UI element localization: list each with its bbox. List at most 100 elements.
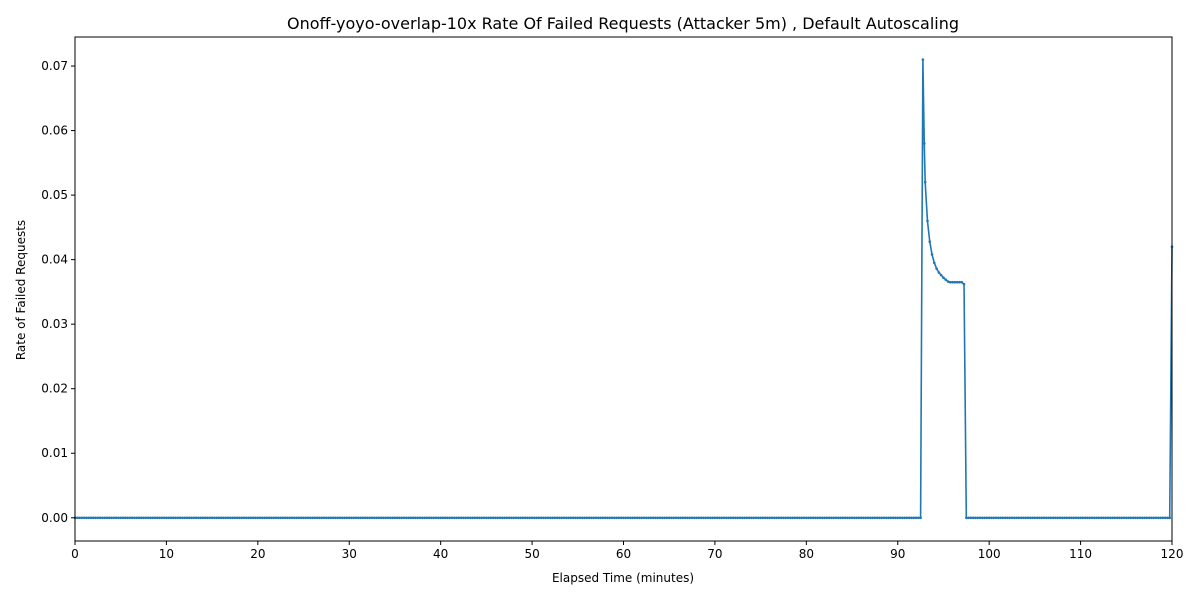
data-point bbox=[1001, 516, 1005, 520]
data-point bbox=[146, 516, 150, 520]
data-point bbox=[144, 516, 148, 520]
data-point bbox=[987, 516, 991, 520]
data-point bbox=[610, 516, 614, 520]
data-point bbox=[471, 516, 474, 520]
data-point bbox=[1026, 516, 1030, 520]
data-point bbox=[306, 516, 310, 520]
data-point bbox=[464, 516, 468, 520]
data-point bbox=[613, 516, 616, 520]
data-point bbox=[82, 516, 86, 520]
data-point bbox=[690, 516, 694, 520]
data-point bbox=[793, 516, 797, 520]
data-point bbox=[850, 516, 854, 520]
data-point bbox=[459, 516, 463, 520]
data-point bbox=[1150, 516, 1153, 520]
data-point bbox=[601, 516, 605, 520]
data-point bbox=[517, 516, 520, 520]
data-point bbox=[923, 180, 927, 184]
data-point bbox=[238, 516, 241, 520]
data-point bbox=[656, 516, 660, 520]
data-point bbox=[341, 516, 344, 520]
data-point bbox=[434, 516, 438, 520]
data-point bbox=[1131, 516, 1135, 520]
data-point bbox=[288, 516, 292, 520]
data-point bbox=[937, 271, 941, 274]
plot-area: 0 10 20 30 40 50 60 70 80 90 100 110 120 0.00 0.01 0.02… bbox=[41, 36, 1183, 561]
data-point bbox=[1038, 516, 1041, 520]
data-point bbox=[501, 516, 504, 520]
data-point bbox=[185, 516, 189, 520]
data-point bbox=[761, 516, 765, 520]
data-point bbox=[448, 516, 452, 520]
data-point bbox=[608, 516, 612, 520]
data-point bbox=[290, 516, 294, 520]
data-point bbox=[1088, 516, 1092, 520]
data-point bbox=[928, 240, 932, 243]
data-point bbox=[329, 516, 333, 520]
data-point bbox=[955, 280, 959, 284]
data-point bbox=[398, 516, 401, 520]
data-point bbox=[1049, 516, 1053, 520]
data-point bbox=[450, 516, 454, 520]
data-point bbox=[862, 516, 865, 520]
data-point bbox=[210, 516, 214, 520]
data-point bbox=[743, 516, 746, 520]
data-point bbox=[843, 516, 847, 520]
x-tick-label: 20 bbox=[250, 547, 265, 561]
data-point bbox=[1115, 516, 1119, 520]
data-point bbox=[565, 516, 568, 520]
data-point bbox=[1017, 516, 1021, 520]
data-point bbox=[162, 516, 166, 520]
data-point bbox=[231, 516, 234, 520]
data-point bbox=[839, 516, 842, 520]
data-point bbox=[729, 516, 733, 520]
data-point bbox=[663, 516, 666, 520]
data-point bbox=[645, 516, 648, 520]
data-point bbox=[1047, 516, 1050, 520]
data-point bbox=[882, 516, 886, 520]
data-point bbox=[425, 516, 429, 520]
data-point bbox=[258, 516, 262, 520]
data-point bbox=[944, 278, 948, 281]
x-tick-label: 50 bbox=[524, 547, 539, 561]
data-point bbox=[969, 516, 973, 520]
data-point bbox=[386, 516, 390, 520]
data-point bbox=[889, 516, 893, 520]
data-point bbox=[857, 516, 861, 520]
data-point bbox=[544, 516, 548, 520]
data-point bbox=[619, 516, 623, 520]
data-point bbox=[224, 516, 228, 520]
data-point bbox=[110, 516, 113, 520]
data-point bbox=[549, 516, 552, 520]
data-point bbox=[475, 516, 479, 520]
data-point bbox=[875, 516, 879, 520]
data-point bbox=[1138, 516, 1142, 520]
data-point bbox=[466, 516, 470, 520]
x-tick-label: 90 bbox=[890, 547, 905, 561]
y-tick-label: 0.01 bbox=[41, 446, 68, 460]
data-point bbox=[315, 516, 319, 520]
data-point bbox=[201, 516, 205, 520]
data-point bbox=[446, 516, 449, 520]
data-point bbox=[585, 516, 589, 520]
data-point bbox=[409, 516, 413, 520]
data-point bbox=[1072, 516, 1076, 520]
data-point bbox=[523, 516, 527, 520]
data-point bbox=[917, 516, 920, 520]
data-point bbox=[960, 280, 964, 284]
data-point bbox=[455, 516, 458, 520]
data-point bbox=[926, 219, 929, 223]
data-point bbox=[281, 516, 285, 520]
data-point bbox=[439, 516, 442, 520]
data-point bbox=[343, 516, 346, 520]
data-point bbox=[1031, 516, 1034, 520]
data-point bbox=[105, 516, 109, 520]
data-point bbox=[615, 516, 618, 520]
data-point bbox=[1079, 516, 1082, 520]
data-point bbox=[922, 142, 926, 145]
data-point bbox=[976, 516, 980, 520]
data-point bbox=[846, 516, 849, 520]
data-point bbox=[299, 516, 303, 520]
data-point bbox=[715, 516, 719, 520]
data-point bbox=[318, 516, 321, 520]
